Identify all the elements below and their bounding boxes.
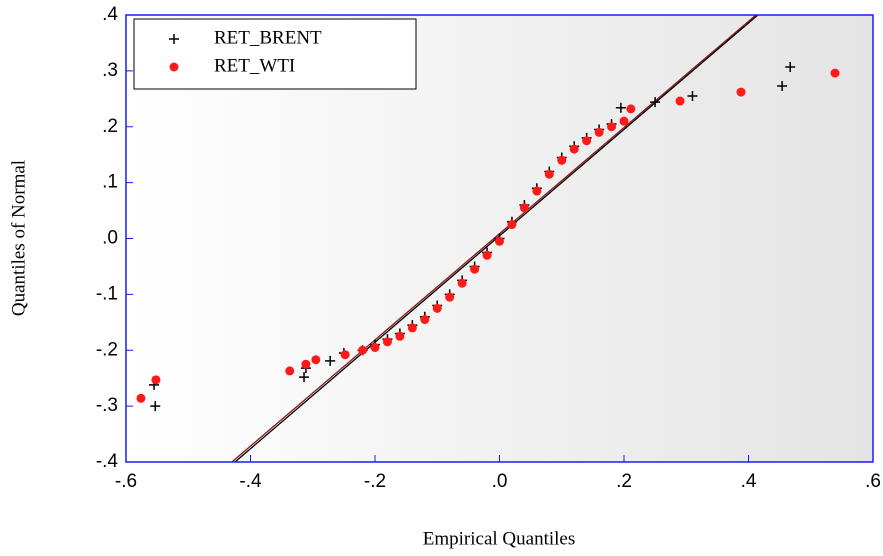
point (470, 264, 480, 274)
legend-marker (169, 34, 179, 44)
point (301, 359, 311, 369)
y-tick-label: -.4 (96, 451, 119, 472)
point (675, 96, 685, 106)
point (358, 345, 368, 355)
y-tick-label: .0 (102, 228, 118, 249)
x-axis-label: Empirical Quantiles (423, 528, 575, 549)
point (736, 87, 746, 97)
point (382, 337, 392, 347)
point (544, 169, 554, 179)
plot-border (125, 14, 874, 463)
y-tick-label: .4 (102, 4, 118, 25)
point (569, 144, 579, 154)
y-tick-label: -.3 (96, 395, 118, 416)
legend-box (133, 18, 417, 90)
point (325, 355, 336, 366)
point (495, 236, 504, 246)
y-tick-label: -.1 (96, 283, 118, 304)
point (432, 303, 442, 313)
legend-label: RET_BRENT (214, 27, 322, 48)
point (830, 68, 840, 78)
point (607, 122, 617, 132)
x-tick-label: .6 (865, 471, 881, 492)
reference-line (231, 15, 757, 462)
point (615, 102, 626, 113)
x-tick-label: -.6 (115, 471, 137, 492)
point (395, 331, 405, 341)
point (370, 342, 380, 352)
point (519, 203, 529, 213)
y-tick-label: -.2 (96, 339, 118, 360)
plot-layer (136, 15, 840, 462)
point (457, 278, 467, 288)
point (582, 136, 592, 146)
point (777, 80, 788, 91)
legend-marker (169, 62, 179, 72)
point (626, 104, 636, 114)
point (285, 366, 295, 376)
x-tick-label: .0 (492, 471, 508, 492)
point (420, 315, 430, 325)
point (311, 355, 321, 365)
point (151, 375, 161, 385)
y-tick-label: .2 (102, 116, 118, 137)
point (687, 91, 698, 102)
point (785, 61, 796, 72)
y-axis-label: Quantiles of Normal (8, 160, 29, 316)
point (650, 97, 661, 108)
x-tick-label: -.4 (239, 471, 262, 492)
point (299, 372, 310, 383)
x-tick-label: -.2 (364, 471, 386, 492)
point (507, 220, 517, 230)
point (150, 401, 161, 412)
point (407, 323, 417, 333)
legend-label: RET_WTI (214, 55, 295, 76)
x-tick-label: .2 (616, 471, 632, 492)
point (619, 116, 629, 126)
point (445, 292, 455, 302)
point (340, 350, 350, 360)
point (532, 186, 542, 196)
point (136, 393, 146, 403)
point (594, 127, 604, 137)
point (482, 250, 492, 260)
point (557, 155, 567, 165)
y-tick-label: .3 (102, 60, 118, 81)
y-tick-label: .1 (102, 172, 118, 193)
x-tick-label: .4 (741, 471, 757, 492)
